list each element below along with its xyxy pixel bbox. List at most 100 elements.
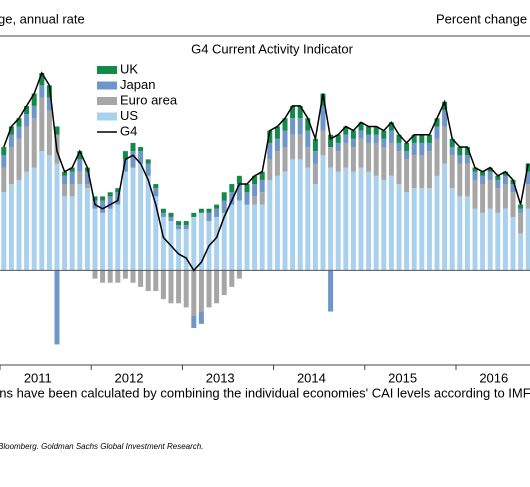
legend-label: Euro area — [120, 92, 178, 107]
bar-segment — [84, 188, 90, 271]
bar-segment — [160, 216, 166, 271]
legend-label: Japan — [120, 77, 155, 92]
bar-segment — [115, 188, 121, 193]
x-tick-label: 2013 — [206, 370, 235, 385]
bar-segment — [366, 171, 372, 271]
bar-segment — [495, 188, 501, 213]
bar-segment — [510, 192, 516, 217]
bar-segment — [92, 208, 98, 271]
bar-segment — [16, 118, 22, 127]
bar-segment — [312, 151, 318, 164]
bar-segment — [46, 110, 52, 156]
bar-segment — [328, 134, 334, 148]
bar-segment — [464, 163, 470, 197]
bar-segment — [176, 270, 182, 304]
bar-segment — [282, 118, 288, 131]
bar-segment — [198, 311, 204, 324]
bar-segment — [518, 212, 524, 234]
bar-segment — [388, 175, 394, 271]
bar-segment — [62, 175, 68, 185]
bar-segment — [1, 147, 7, 156]
bar-segment — [449, 147, 455, 156]
bar-segment — [62, 171, 68, 176]
bar-segment — [305, 130, 311, 148]
bar-segment — [252, 184, 258, 197]
bar-segment — [176, 229, 182, 271]
bar-segment — [373, 175, 379, 271]
bar-segment — [274, 151, 280, 176]
bar-segment — [419, 188, 425, 271]
bar-segment — [335, 151, 341, 172]
bar-segment — [426, 142, 432, 152]
bar-segment — [358, 167, 364, 271]
bar-segment — [350, 138, 356, 148]
bar-segment — [502, 171, 508, 176]
chart-title: G4 Current Activity Indicator — [191, 41, 354, 56]
bar-segment — [16, 138, 22, 180]
bar-segment — [198, 270, 204, 312]
bar-segment — [122, 151, 128, 160]
bar-segment — [335, 171, 341, 271]
bar-segment — [388, 130, 394, 143]
bar-segment — [518, 208, 524, 213]
bar-segment — [221, 212, 227, 271]
bar-segment — [236, 270, 242, 279]
bar-segment — [457, 163, 463, 197]
bar-segment — [305, 118, 311, 131]
bar-segment — [168, 270, 174, 304]
bar-segment — [487, 179, 493, 209]
bar-segment — [244, 192, 250, 205]
bar-segment — [130, 270, 136, 283]
bar-segment — [297, 134, 303, 160]
bar-segment — [259, 204, 265, 271]
bar-segment — [290, 118, 296, 135]
bar-segment — [77, 151, 83, 160]
x-tick-label: 2011 — [24, 370, 52, 385]
bar-segment — [411, 142, 417, 156]
g4-line — [3, 71, 529, 272]
bar-segment — [214, 208, 220, 217]
bar-segment — [404, 142, 410, 152]
bar-segment — [335, 134, 341, 143]
bar-segment — [153, 196, 159, 271]
bar-segment — [24, 126, 30, 172]
bar-segment — [472, 171, 478, 180]
bar-segment — [252, 175, 258, 185]
bar-segment — [442, 163, 448, 271]
legend-swatch — [97, 112, 117, 121]
bar-segment — [404, 192, 410, 271]
bar-segment — [100, 270, 106, 283]
bar-segment — [282, 171, 288, 271]
legend-label: G4 — [120, 123, 137, 138]
bar-segment — [130, 151, 136, 168]
bar-segment — [77, 171, 83, 185]
bar-segment — [472, 179, 478, 209]
bar-segment — [518, 204, 524, 209]
bar-segment — [411, 188, 417, 271]
bar-segment — [153, 188, 159, 197]
bar-segment — [495, 175, 501, 180]
bar-segment — [198, 212, 204, 271]
bar-segment — [282, 147, 288, 172]
bar-segment — [373, 142, 379, 176]
bar-segment — [274, 126, 280, 139]
bar-segment — [464, 196, 470, 271]
x-tick-label: 2015 — [388, 370, 417, 385]
bar-segment — [366, 126, 372, 135]
bar-segment — [244, 204, 250, 271]
bar-segment — [274, 138, 280, 152]
bar-segment — [1, 192, 7, 271]
bar-segment — [69, 196, 75, 271]
bar-segment — [259, 171, 265, 180]
bar-segment — [525, 171, 530, 185]
bar-segment — [335, 142, 341, 152]
bar-segment — [297, 159, 303, 271]
bar-segment — [328, 167, 334, 271]
plot-frame — [0, 35, 530, 366]
bar-segment — [487, 208, 493, 271]
bar-segment — [236, 184, 242, 201]
bar-segment — [282, 130, 288, 148]
bar-segment — [495, 212, 501, 271]
bar-segment — [312, 138, 318, 152]
bar-segment — [214, 204, 220, 209]
